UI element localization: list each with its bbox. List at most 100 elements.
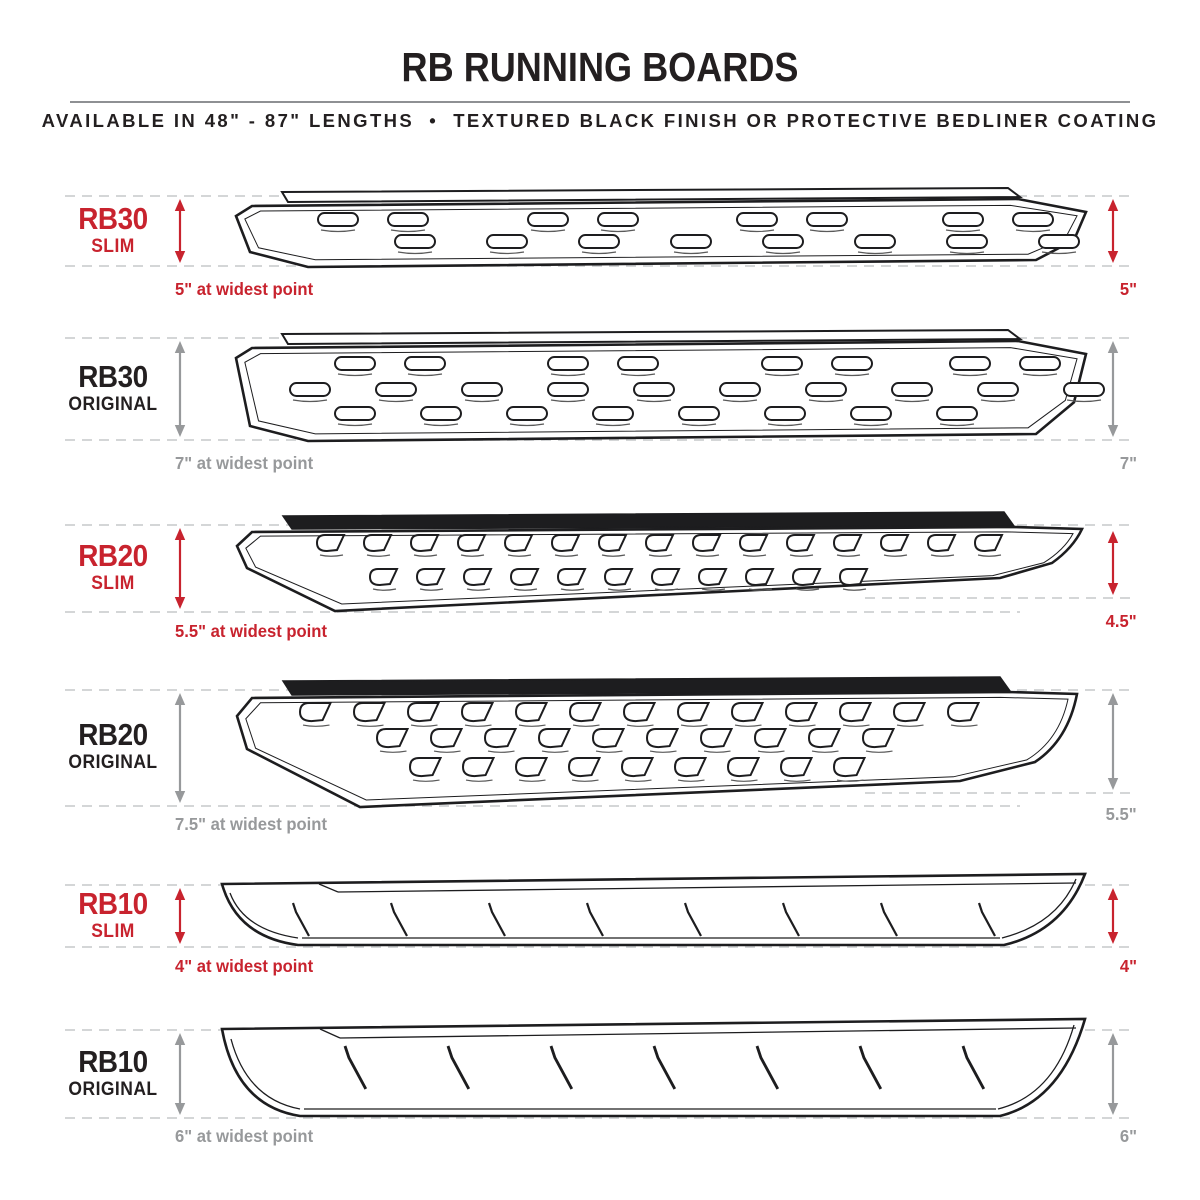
- slot-shadow: [595, 423, 631, 427]
- oval-slot: [762, 234, 804, 249]
- variant-name: ORIGINAL: [68, 752, 158, 773]
- oval-slot: [946, 234, 988, 249]
- d-slot: [597, 534, 628, 553]
- d-slot: [503, 534, 534, 553]
- slot-shadow: [464, 724, 492, 727]
- d-slot: [483, 728, 518, 749]
- width-arrow-left: [174, 888, 186, 944]
- oval-slot: [831, 356, 873, 371]
- width-arrow-left: [174, 1033, 186, 1115]
- d-slot: [460, 702, 495, 723]
- oval-slot: [736, 212, 778, 227]
- slash-mark: [343, 1045, 368, 1090]
- slash-mark: [652, 1045, 677, 1090]
- oval-slot: [854, 234, 896, 249]
- oval-slot: [891, 382, 933, 397]
- slash-mark: [585, 902, 604, 937]
- width-arrow-right: [1107, 531, 1119, 595]
- slot-shadow: [554, 554, 579, 557]
- slot-shadow: [513, 588, 538, 591]
- end-width-label-rb30-slim: 5": [1119, 279, 1137, 299]
- board-outline: [220, 1017, 1087, 1118]
- slot-shadow: [636, 399, 672, 403]
- slot-shadow: [465, 779, 493, 782]
- slot-shadow: [372, 588, 397, 591]
- d-slot: [415, 568, 446, 587]
- d-slot: [791, 568, 822, 587]
- slot-shadow: [811, 750, 839, 753]
- end-width-label-rb10-slim: 4": [1119, 956, 1137, 976]
- slot-shadow: [673, 251, 709, 255]
- board-top-rail: [280, 186, 1023, 204]
- slot-shadow: [789, 554, 814, 557]
- d-slot: [650, 568, 681, 587]
- slot-shadow: [767, 423, 803, 427]
- slot-shadow: [701, 588, 726, 591]
- d-slot: [315, 534, 346, 553]
- board-row-rb30-original: [65, 328, 1135, 443]
- width-arrow-left: [174, 528, 186, 609]
- board-outline: [220, 872, 1087, 947]
- oval-slot: [597, 212, 639, 227]
- slot-shadow: [834, 373, 870, 377]
- board-row-rb20-slim: [65, 511, 1135, 613]
- oval-slot: [617, 356, 659, 371]
- tread-pattern: [343, 1045, 986, 1090]
- slot-shadow: [742, 554, 767, 557]
- slot-shadow: [601, 554, 626, 557]
- d-slot: [673, 757, 708, 778]
- slash-mark: [389, 902, 408, 937]
- oval-slot: [633, 382, 675, 397]
- slot-shadow: [836, 554, 861, 557]
- oval-slot: [942, 212, 984, 227]
- slot-shadow: [581, 251, 617, 255]
- slot-shadow: [337, 423, 373, 427]
- d-slot: [753, 728, 788, 749]
- slot-shadow: [541, 750, 569, 753]
- widest-point-label-rb10-slim: 4" at widest point: [175, 956, 314, 976]
- slot-shadow: [809, 229, 845, 233]
- oval-slot: [977, 382, 1019, 397]
- slash-mark: [858, 1045, 883, 1090]
- d-slot: [861, 728, 896, 749]
- slot-shadow: [734, 724, 762, 727]
- model-name: RB20: [78, 717, 148, 752]
- slot-shadow: [600, 229, 636, 233]
- slot-shadow: [320, 229, 356, 233]
- slot-shadow: [366, 554, 391, 557]
- slot-shadow: [607, 588, 632, 591]
- d-slot: [556, 568, 587, 587]
- slot-shadow: [379, 750, 407, 753]
- d-slot: [461, 757, 496, 778]
- slot-shadow: [1041, 251, 1077, 255]
- widest-point-label-rb20-original: 7.5" at widest point: [175, 814, 327, 834]
- oval-slot: [806, 212, 848, 227]
- slot-shadow: [460, 554, 485, 557]
- slot-shadow: [620, 373, 656, 377]
- slot-shadow: [853, 423, 889, 427]
- oval-slot: [461, 382, 503, 397]
- slot-shadow: [654, 588, 679, 591]
- slot-shadow: [356, 724, 384, 727]
- oval-slot: [761, 356, 803, 371]
- widest-point-label-rb30-original: 7" at widest point: [175, 453, 314, 473]
- slash-mark: [487, 902, 506, 937]
- width-arrow-right: [1107, 341, 1119, 437]
- slot-shadow: [977, 554, 1002, 557]
- model-label-rb10-original: RB10 ORIGINAL: [28, 1046, 198, 1099]
- slot-shadow: [507, 554, 532, 557]
- board-inner-line: [318, 883, 339, 893]
- board-inner-line: [319, 1028, 341, 1039]
- slot-shadow: [808, 399, 844, 403]
- slot-shadow: [739, 229, 775, 233]
- tread-pattern: [289, 356, 1105, 427]
- board-inner-line: [229, 892, 299, 939]
- oval-slot: [1063, 382, 1105, 397]
- model-label-rb20-slim: RB20 SLIM: [28, 540, 198, 593]
- oval-slot: [506, 406, 548, 421]
- d-slot: [620, 757, 655, 778]
- slot-shadow: [560, 588, 585, 591]
- board-row-rb30-slim: [65, 186, 1135, 269]
- model-label-rb30-original: RB30 ORIGINAL: [28, 361, 198, 414]
- width-arrow-left: [174, 693, 186, 803]
